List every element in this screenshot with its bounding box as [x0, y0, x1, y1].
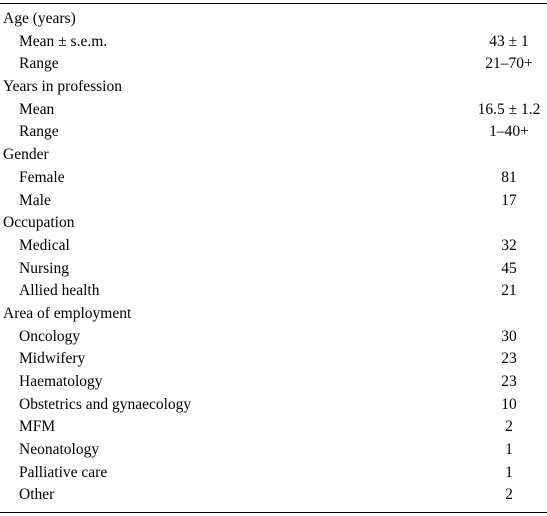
- table-section-header: Years in profession: [0, 76, 547, 99]
- table-section-header: Gender: [0, 144, 547, 167]
- table-row: Range 21–70+: [0, 53, 547, 76]
- row-label: Medical: [19, 236, 70, 254]
- row-label: Other: [19, 486, 55, 504]
- table-row: Female 81: [0, 167, 547, 190]
- row-label: Haematology: [19, 373, 103, 390]
- table-bottom-rule: [0, 512, 547, 513]
- row-value: 17: [501, 191, 517, 209]
- row-label: Allied health: [19, 282, 100, 300]
- section-label: Area of employment: [3, 304, 132, 322]
- table-row: Obstetrics and gynaecology 10: [0, 394, 547, 417]
- table-row: Nursing 45: [0, 258, 547, 281]
- table-row: Neonatology 1: [0, 439, 547, 462]
- row-value: 1–40+: [489, 123, 529, 141]
- row-value: 2: [505, 418, 513, 436]
- section-label: Gender: [3, 146, 49, 164]
- row-label: Obstetrics and gynaecology: [19, 395, 192, 413]
- row-value: 32: [501, 236, 517, 254]
- section-label: Age (years): [3, 10, 76, 27]
- table-row: Haematology 23: [0, 371, 547, 394]
- table-section-header: Occupation: [0, 212, 547, 235]
- row-value: 10: [501, 395, 517, 413]
- table-row: Mean ± s.e.m. 43 ± 1: [0, 31, 547, 54]
- row-label: Neonatology: [19, 441, 100, 459]
- table-body: Age (years) Mean ± s.e.m. 43 ± 1 Range 21–70…: [0, 8, 547, 507]
- row-value: 23: [501, 350, 517, 368]
- table-row: Palliative care 1: [0, 462, 547, 485]
- table-row: Other 2: [0, 484, 547, 507]
- row-value: 30: [501, 327, 517, 345]
- row-label: Female: [19, 168, 65, 186]
- row-value: 2: [505, 486, 513, 504]
- row-label: MFM: [19, 418, 56, 436]
- row-label: Palliative care: [19, 463, 108, 481]
- table-row: Mean 16.5 ± 1.2: [0, 99, 547, 122]
- row-label: Mean ± s.e.m.: [19, 32, 108, 50]
- row-label: Male: [19, 191, 51, 209]
- row-value: 1: [505, 441, 513, 459]
- section-label: Occupation: [3, 214, 75, 232]
- row-label: Nursing: [19, 259, 69, 277]
- row-value: 1: [505, 463, 513, 481]
- table-row: Oncology 30: [0, 326, 547, 349]
- table-row: Medical 32: [0, 235, 547, 258]
- section-label: Years in profession: [3, 78, 122, 96]
- row-label: Mean: [19, 100, 55, 118]
- row-label: Range: [19, 55, 59, 73]
- row-value: 21: [501, 282, 517, 300]
- row-value: 16.5 ± 1.2: [477, 100, 541, 118]
- table-row: Male 17: [0, 190, 547, 213]
- row-value: 81: [501, 168, 517, 186]
- table-top-rule: [0, 3, 547, 4]
- table-row: Range 1–40+: [0, 121, 547, 144]
- row-label: Oncology: [19, 327, 81, 345]
- table-row: Allied health 21: [0, 280, 547, 303]
- row-value: 45: [501, 259, 517, 277]
- row-value: 23: [501, 373, 517, 390]
- table-section-header: Area of employment: [0, 303, 547, 326]
- table-section-header: Age (years): [0, 8, 547, 31]
- row-label: Range: [19, 123, 59, 141]
- table-row: Midwifery 23: [0, 348, 547, 371]
- table-row: MFM 2: [0, 416, 547, 439]
- row-value: 21–70+: [485, 55, 533, 73]
- row-label: Midwifery: [19, 350, 86, 368]
- row-value: 43 ± 1: [489, 32, 529, 50]
